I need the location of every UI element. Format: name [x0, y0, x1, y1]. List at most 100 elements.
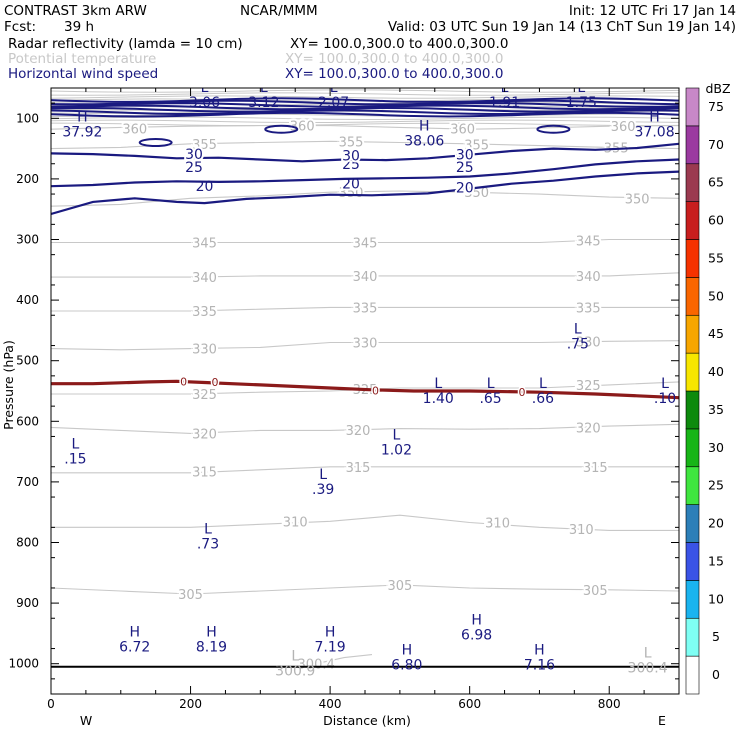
extremum-low: L.66 — [532, 376, 554, 407]
wind-contour-label: 30 — [456, 148, 474, 164]
x-axis-west-label: W — [80, 713, 92, 728]
colorbar-label: 25 — [708, 478, 724, 493]
extremum-symbol: H — [534, 643, 545, 659]
theta-contour-310 — [51, 514, 679, 531]
theta-contour-label: 360 — [450, 123, 475, 138]
y-axis-label: Pressure (hPa) — [1, 340, 16, 430]
y-tick-label: 700 — [16, 475, 39, 489]
colorbar-swatch — [685, 655, 700, 695]
theta-contour-upper — [51, 92, 679, 96]
theta-contour-label: 300.4 — [298, 658, 335, 673]
colorbar-label: 70 — [708, 137, 724, 152]
theta-contour-label: 360 — [122, 123, 147, 138]
extremum-symbol: L — [487, 376, 495, 392]
theta-contour-label: 310 — [569, 523, 594, 538]
x-tick-label: 400 — [319, 697, 342, 711]
theta-contour-label: 360 — [611, 120, 636, 135]
colorbar-label: 75 — [708, 99, 724, 114]
y-tick-label: 200 — [16, 172, 39, 186]
extremum-value: 1.40 — [423, 391, 454, 407]
extremum-symbol: L — [319, 467, 327, 483]
theta-contour-label: 350 — [625, 192, 650, 207]
theta-contour-label: 345 — [576, 235, 601, 250]
colorbar-swatch — [685, 580, 700, 619]
extremum-value: 3.12 — [248, 95, 279, 111]
theta-contour-330 — [51, 340, 679, 351]
extremum-value: 3.06 — [189, 95, 220, 111]
wind-contour-loop — [264, 124, 299, 134]
theta-contour-label: 355 — [464, 138, 489, 153]
theta-contour-340 — [51, 272, 679, 278]
theta-contour-350 — [51, 190, 679, 207]
theta-contour-upper — [51, 95, 679, 99]
wind-contour-25 — [51, 158, 679, 188]
extremum-low: L3.06 — [189, 80, 220, 111]
colorbar-swatch — [685, 504, 700, 543]
reflectivity-contour-label: 0 — [519, 386, 526, 399]
extremum-value: 7.19 — [315, 639, 346, 655]
reflectivity-zero-contour — [51, 379, 679, 400]
extremum-high: H37.92 — [62, 109, 102, 140]
colorbar-label: 20 — [708, 516, 724, 531]
extremum-value: 7.16 — [524, 658, 555, 674]
colorbar-swatch — [685, 390, 700, 430]
theta-contour-label: 320 — [576, 421, 601, 436]
extremum-symbol: L — [201, 80, 209, 96]
theta-contour-label: 330 — [192, 343, 217, 358]
extremum-low: L.10 — [654, 376, 676, 407]
theta-contour-label: 335 — [576, 301, 601, 316]
extremum-value: .10 — [654, 391, 676, 407]
plot-contents: 300.4 305 305 305 310 310 310 315 315 315 320 320 32… — [51, 80, 679, 680]
chart-title: CONTRAST 3km ARW — [4, 3, 147, 19]
colorbar-swatch — [685, 239, 700, 278]
colorbar-swatch — [685, 542, 700, 581]
theta-contour-label: 335 — [353, 301, 378, 316]
theta-contour-label: 345 — [353, 237, 378, 252]
colorbar-swatch — [685, 314, 700, 354]
theta-contour-label: 305 — [178, 588, 203, 603]
extremum-low: L3.12 — [248, 80, 279, 111]
extremum-value: 6.80 — [391, 658, 422, 674]
init-time: Init: 12 UTC Fri 17 Jan 14 — [569, 3, 736, 19]
y-tick-label: 800 — [16, 536, 39, 550]
colorbar-label: 55 — [708, 250, 724, 265]
extremum-symbol: L — [661, 376, 669, 392]
plot-area: 300.4 305 305 305 310 310 310 315 315 315 320 320 32… — [8, 80, 680, 711]
extremum-low: L.75 — [567, 321, 589, 352]
extremum-low: L1.75 — [566, 80, 597, 111]
extremum-value: 1.75 — [566, 95, 597, 111]
colorbar-units: dBZ — [705, 81, 730, 96]
extremum-symbol: L — [291, 649, 299, 665]
extremum-symbol: L — [434, 376, 442, 392]
extremum-value: 1.02 — [381, 442, 412, 458]
extremum-high: H37.08 — [635, 109, 675, 140]
extremum-value: 6.98 — [461, 627, 492, 643]
colorbar-swatch — [685, 87, 700, 127]
extremum-symbol: L — [577, 80, 585, 96]
wind-contour-label: 25 — [185, 160, 203, 176]
extremum-symbol: L — [260, 80, 268, 96]
extremum-symbol: H — [419, 118, 430, 134]
x-axis-east-label: E — [658, 713, 666, 728]
y-tick-label: 600 — [16, 414, 39, 428]
extremum-value: .65 — [479, 391, 501, 407]
colorbar-label: 10 — [708, 591, 724, 606]
extremum-value: 37.08 — [635, 124, 675, 140]
field-1-name: Radar reflectivity (lamda = 10 cm) — [8, 36, 243, 52]
theta-contour-label: 310 — [485, 517, 510, 532]
x-tick-label: 200 — [179, 697, 202, 711]
wind-contour-label: 30 — [185, 147, 203, 163]
theta-contour-label: 320 — [346, 424, 371, 439]
theta-contour-label: 330 — [353, 337, 378, 352]
extremum-value: 300.9 — [275, 664, 315, 680]
field-2-xy: XY= 100.0,300.0 to 400.0,300.0 — [285, 51, 503, 67]
extremum-value: .73 — [197, 536, 219, 552]
wind-contour-label: 30 — [342, 148, 360, 164]
wind-contour-20 — [51, 170, 679, 216]
theta-contour-upper — [51, 113, 679, 118]
theta-contour-label: 315 — [346, 461, 371, 476]
y-tick-label: 1000 — [8, 657, 39, 671]
